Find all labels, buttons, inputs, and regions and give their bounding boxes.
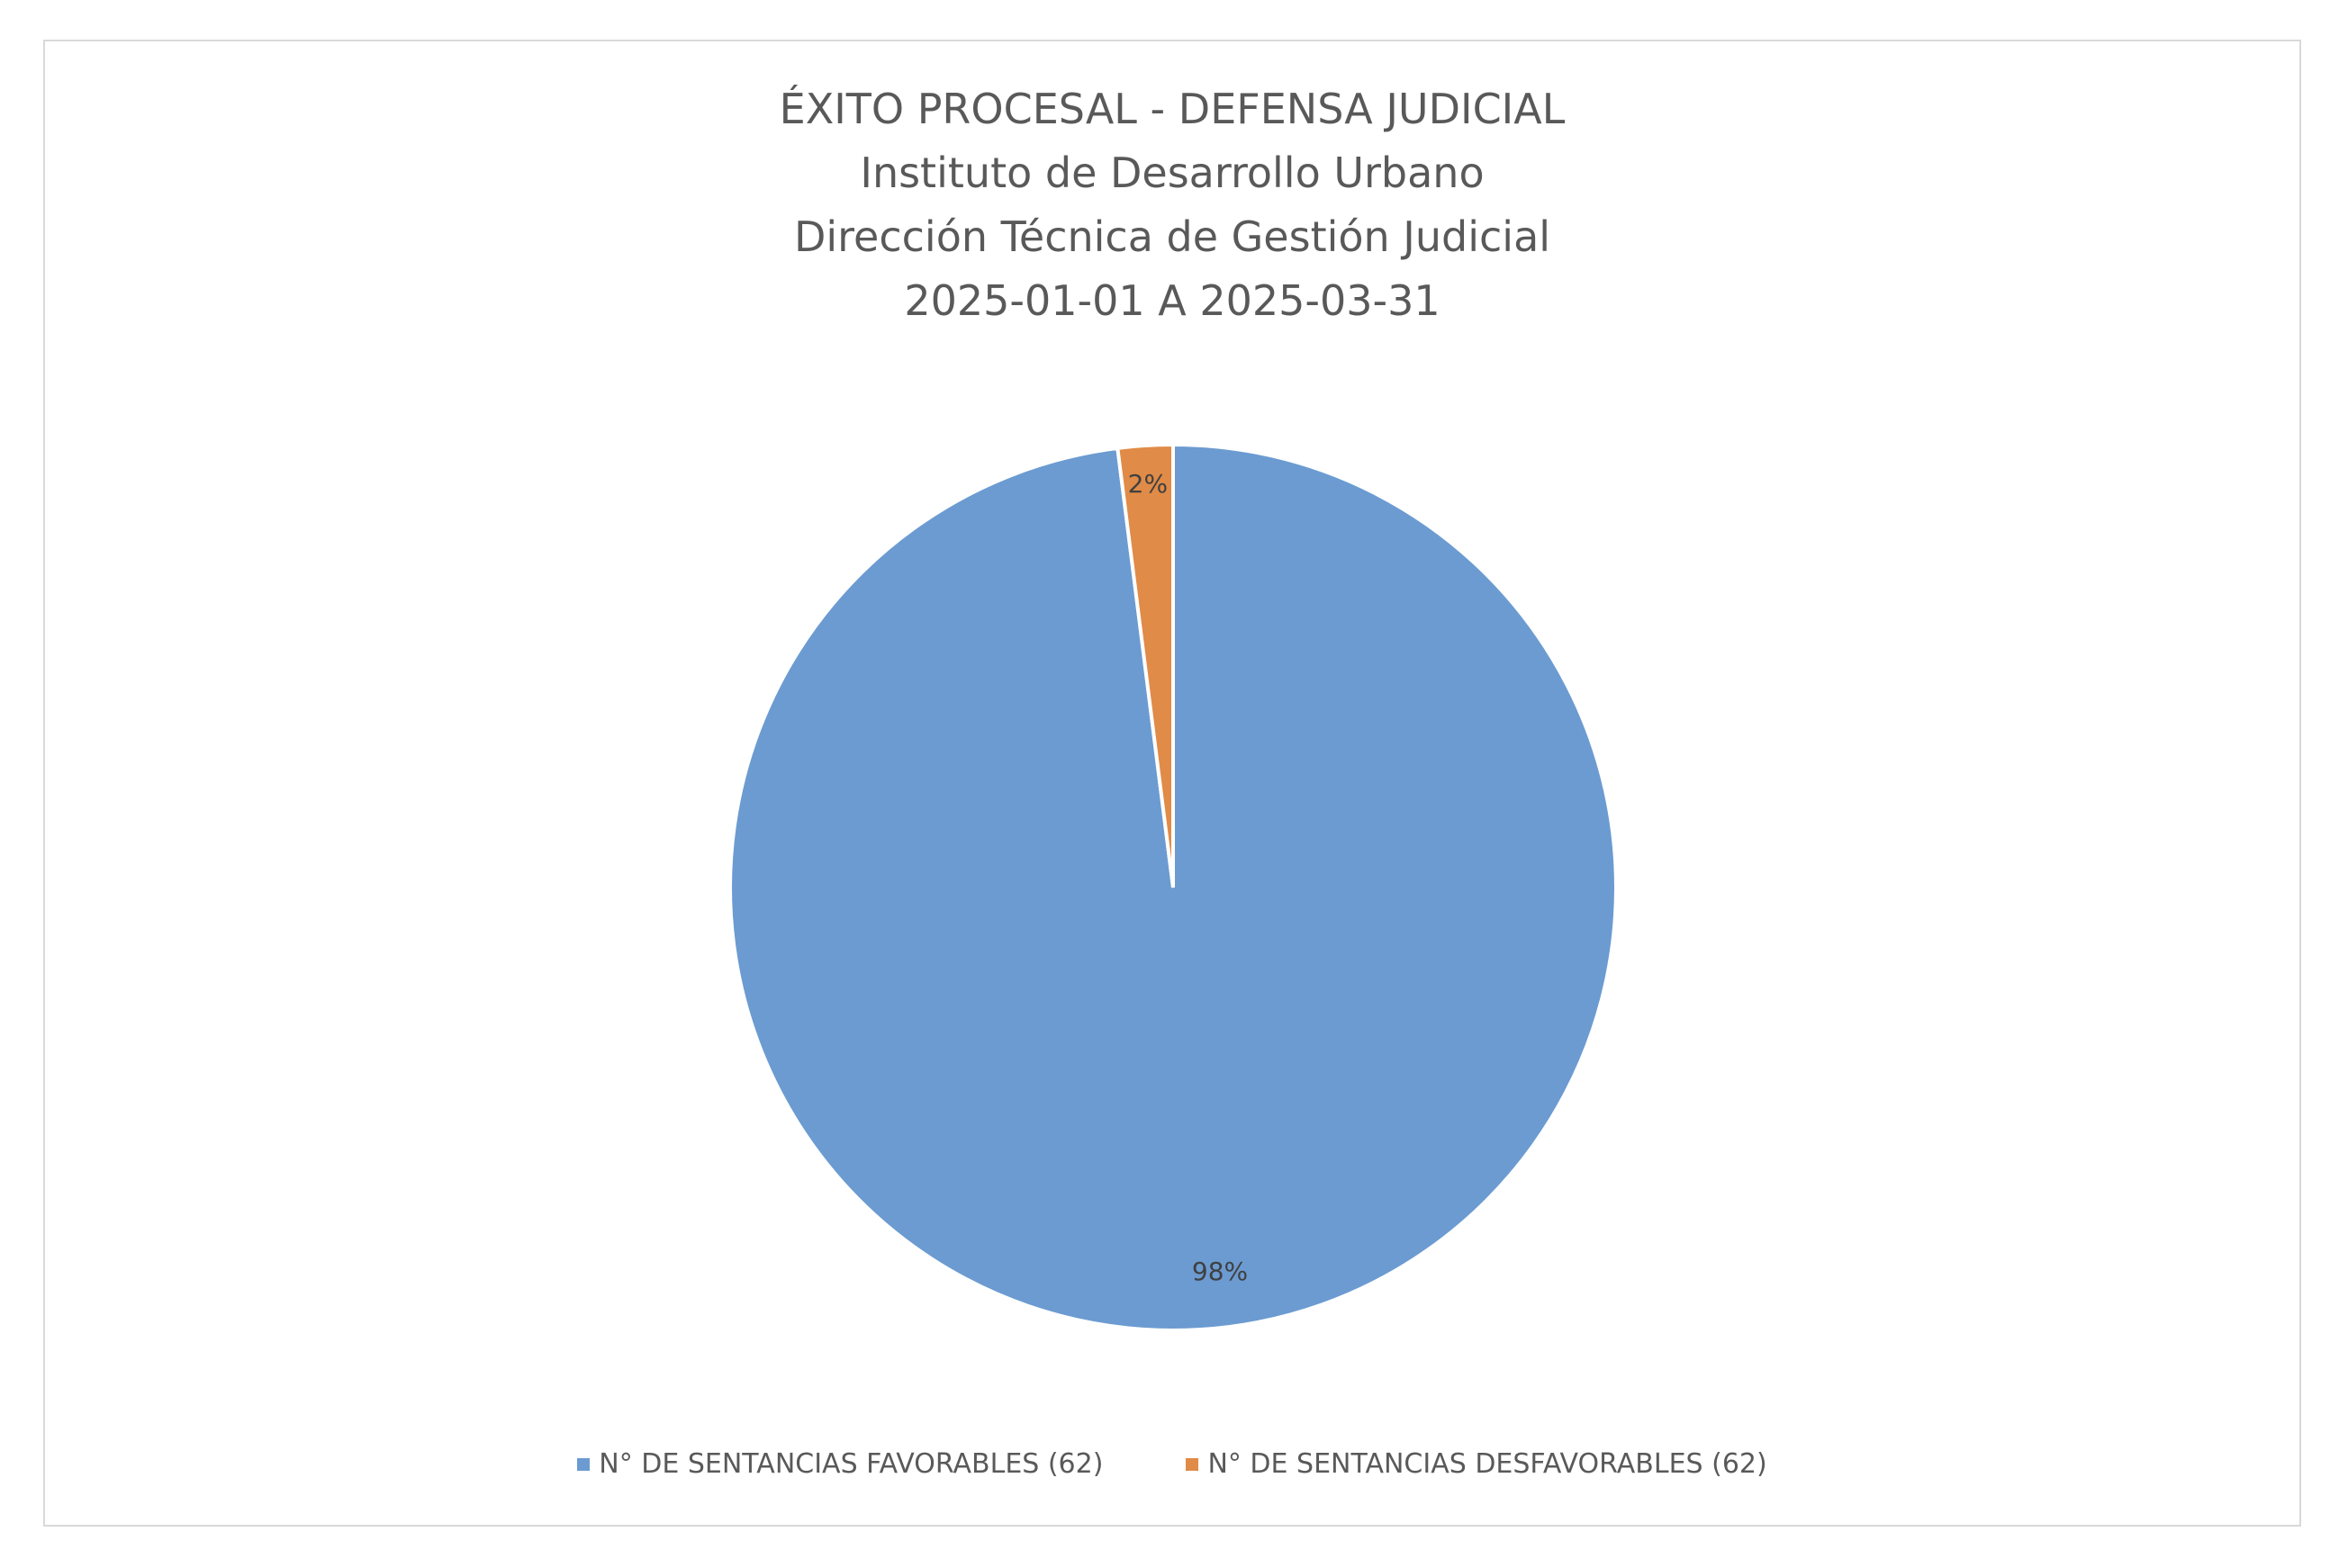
chart-title-line-4: 2025-01-01 A 2025-03-31: [904, 276, 1440, 325]
legend-swatch-favorables: [577, 1457, 591, 1471]
legend-label-favorables: N° DE SENTANCIAS FAVORABLES (62): [599, 1448, 1104, 1480]
chart-area: ÉXITO PROCESAL - DEFENSA JUDICIAL Instit…: [43, 40, 2301, 1527]
pie-chart: 98% 2%: [728, 442, 1618, 1332]
chart-title-line-3: Dirección Técnica de Gestión Judicial: [793, 212, 1551, 261]
chart-legend: N° DE SENTANCIAS FAVORABLES (62) N° DE S…: [45, 1448, 2299, 1480]
chart-title: ÉXITO PROCESAL - DEFENSA JUDICIAL Instit…: [45, 77, 2299, 333]
slice-label-favorables: 98%: [1192, 1257, 1248, 1286]
legend-swatch-desfavorables: [1186, 1457, 1199, 1471]
slice-desfavorables: [1115, 442, 1175, 888]
slice-label-desfavorables: 2%: [1128, 469, 1168, 499]
chart-title-line-2: Instituto de Desarrollo Urbano: [860, 149, 1485, 197]
legend-label-desfavorables: N° DE SENTANCIAS DESFAVORABLES (62): [1207, 1448, 1767, 1480]
legend-item-desfavorables: N° DE SENTANCIAS DESFAVORABLES (62): [1186, 1448, 1767, 1480]
legend-item-favorables: N° DE SENTANCIAS FAVORABLES (62): [577, 1448, 1103, 1480]
chart-title-line-1: ÉXITO PROCESAL - DEFENSA JUDICIAL: [779, 85, 1566, 133]
